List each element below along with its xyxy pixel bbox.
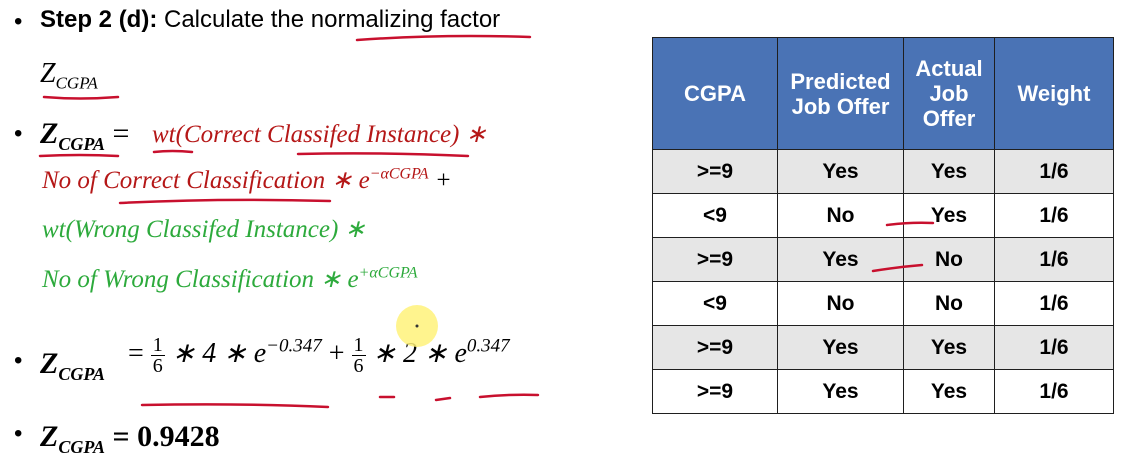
table-cell: <9: [652, 281, 778, 326]
underline-z-symbol: [42, 95, 120, 100]
table-cell: 1/6: [994, 281, 1114, 326]
table-row: <9 No No 1/6: [652, 281, 1114, 326]
underline-wt: [152, 149, 194, 154]
underline-formula-lhs: [38, 153, 120, 158]
calc-lhs: ZCGPA: [40, 347, 105, 384]
underline-classifed: [296, 152, 470, 158]
formula-line-2: No of Correct Classification ∗ e−αCGPA +: [42, 165, 452, 194]
formula-lhs: ZCGPA =: [40, 117, 130, 154]
table-cell: >=9: [652, 325, 778, 370]
table-cell: No: [903, 237, 995, 282]
formula-line-4: No of Wrong Classification ∗ e+αCGPA: [42, 264, 418, 293]
table-cell: 1/6: [994, 369, 1114, 414]
table-cell: 1/6: [994, 193, 1114, 238]
underline-correct-classification: [118, 198, 332, 205]
header-predicted: Predicted Job Offer: [777, 37, 904, 150]
table-cell: >=9: [652, 369, 778, 414]
table-cell: Yes: [777, 369, 904, 414]
bullet-marker: •: [14, 120, 23, 147]
header-actual: Actual Job Offer: [903, 37, 995, 150]
table-cell: No: [777, 281, 904, 326]
step-label: Step 2 (d):: [40, 6, 158, 33]
table-row: >=9 Yes Yes 1/6: [652, 149, 1114, 194]
table-cell: >=9: [652, 237, 778, 282]
formula-line-1: wt(Correct Classifed Instance) ∗: [152, 121, 487, 148]
table-row: >=9 Yes Yes 1/6: [652, 369, 1114, 414]
mark-two: [434, 396, 452, 402]
underline-first-term: [140, 403, 330, 409]
strike-row-3: [871, 263, 924, 273]
bullet-marker: •: [14, 8, 23, 35]
strike-row-2: [885, 221, 935, 227]
step-heading: Step 2 (d): Calculate the normalizing fa…: [40, 6, 500, 34]
table-cell: Yes: [777, 237, 904, 282]
header-weight: Weight: [994, 37, 1114, 150]
table-cell: 1/6: [994, 149, 1114, 194]
step-text: Calculate the normalizing factor: [164, 6, 501, 33]
table-row: <9 No Yes 1/6: [652, 193, 1114, 238]
table-cell: Yes: [903, 193, 995, 238]
table-cell: Yes: [777, 325, 904, 370]
table-cell: 1/6: [994, 237, 1114, 282]
bullet-marker: •: [14, 347, 23, 374]
formula-line-3: wt(Wrong Classifed Instance) ∗: [42, 216, 366, 243]
mark-exponent: [478, 393, 540, 399]
table-cell: Yes: [903, 369, 995, 414]
header-cgpa: CGPA: [652, 37, 778, 150]
table-row: >=9 Yes No 1/6: [652, 237, 1114, 282]
data-table: CGPA Predicted Job Offer Actual Job Offe…: [652, 37, 1114, 414]
underline-normalizing-factor: [355, 34, 532, 42]
result-line: ZCGPA = 0.9428: [40, 420, 220, 457]
table-cell: No: [777, 193, 904, 238]
table-row: >=9 Yes Yes 1/6: [652, 325, 1114, 370]
cursor-dot: [415, 324, 419, 328]
table-cell: >=9: [652, 149, 778, 194]
table-cell: 1/6: [994, 325, 1114, 370]
table-cell: Yes: [777, 149, 904, 194]
step-symbol: ZCGPA: [40, 58, 98, 93]
table-cell: No: [903, 281, 995, 326]
bullet-marker: •: [14, 420, 23, 447]
